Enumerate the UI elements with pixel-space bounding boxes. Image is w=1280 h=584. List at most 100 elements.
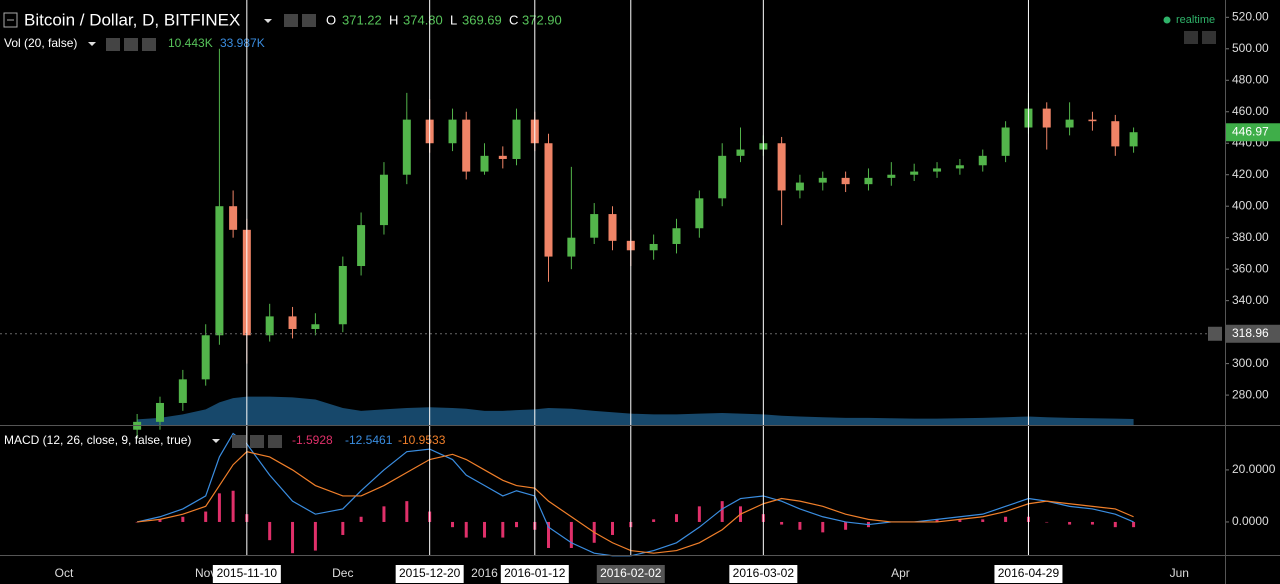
marker-label: 2016-03-02 [733,566,795,580]
histogram-bar [1068,521,1072,525]
macd-title: MACD (12, 26, close, 9, false, true) [4,433,191,447]
candle-body [379,174,388,226]
histogram-bar [483,521,487,538]
symbol-title: Bitcoin / Dollar, D, BITFINEX [24,10,240,29]
candle-body [955,165,964,169]
histogram-bar [451,521,455,528]
marker-label-bg [596,565,665,583]
candle-body [818,177,827,183]
volume-ma-value: 33.987K [220,36,265,50]
macd-icon [268,435,282,448]
histogram-bar [405,501,409,522]
realtime-dot [1163,16,1171,24]
candle-body [978,155,987,166]
candle-body [338,266,347,325]
histogram-bar [844,521,848,530]
histogram-bar [1045,521,1049,523]
candle-body [544,143,553,257]
ohlc-value: 371.22 [342,12,382,27]
histogram-bar [697,506,701,522]
candle-body [265,316,274,336]
candle-body [841,177,850,185]
marker-label-bg [395,565,464,583]
volume-title: Vol (20, false) [4,36,77,50]
histogram-bar [547,521,551,548]
histogram-bar [720,501,724,522]
marker-label: 2016-02-02 [600,566,662,580]
histogram-bar [652,519,656,522]
histogram-bar [181,516,185,522]
candle-body [736,149,745,156]
close-icon[interactable] [142,38,156,51]
candle-body [910,171,919,175]
symbol-menu[interactable] [264,19,272,23]
ohlc-value: 372.90 [522,12,562,27]
ohlc-label: H [389,12,398,27]
macd-menu[interactable] [212,439,220,443]
histogram-bar [501,521,505,538]
collapse-icon[interactable] [3,12,18,28]
crosshair-label: 318.96 [1232,326,1269,340]
candle-body [311,324,320,329]
realtime-label: realtime [1176,14,1215,26]
candle-body [933,168,942,172]
volume-value: 10.443K [168,36,213,50]
x-tick-label: Nov [195,566,216,580]
histogram-bar [204,511,208,522]
macd-icon [232,435,246,448]
histogram-bar [674,514,678,522]
scroll-icon[interactable] [1202,31,1216,44]
macd-line [137,451,1134,554]
y-tick-label: 420.00 [1232,167,1269,181]
y-tick-label: 340.00 [1232,293,1269,307]
marker-label: 2016-01-12 [504,566,566,580]
crosshair-label-bg [1226,324,1280,343]
histogram-bar [780,521,784,525]
histogram-bar [231,490,235,522]
candle-body [608,214,617,241]
y-tick-label: 280.00 [1232,387,1269,401]
candle-body [590,214,599,238]
y-tick-label: 380.00 [1232,230,1269,244]
histogram-bar [135,521,139,523]
candle-body [480,155,489,172]
last-price-label: 446.97 [1232,124,1269,138]
candle-body [672,228,681,244]
histogram-bar [611,521,614,535]
y-tick-label: 0.0000 [1232,514,1269,528]
volume-menu[interactable] [88,42,96,46]
candle-body [215,206,224,336]
ohlc-label: O [326,12,336,27]
candle-body [649,243,658,251]
marker-label-bg [729,565,798,583]
scroll-icon[interactable] [1184,31,1198,44]
settings-icon[interactable] [124,38,138,51]
candle-body [1042,108,1051,128]
last-price-bg [1226,123,1280,142]
marker-label-bg [994,565,1063,583]
candle-body [777,143,786,191]
candle-body [178,379,187,403]
ohlc-value: 374.80 [403,12,443,27]
y-tick-label: 480.00 [1232,72,1269,86]
ohlc-label: C [509,12,518,27]
macd-readout: -10.9533 [398,433,446,447]
x-tick-label: Jun [1170,566,1189,580]
histogram-bar [935,519,939,522]
y-tick-label: 20.0000 [1232,462,1276,476]
ohlc-label: L [450,12,457,27]
histogram-bar [268,521,272,541]
candle-body [512,119,521,159]
candle-body [448,119,457,144]
macd-readout: -1.5928 [292,433,333,447]
settings-icon[interactable] [302,14,316,27]
histogram-bar [821,521,825,533]
candle-body [1111,121,1120,147]
y-tick-label: 520.00 [1232,9,1269,23]
eye-icon[interactable] [106,38,120,51]
histogram-bar [313,521,317,551]
candle-body [864,177,873,185]
candle-body [229,206,238,230]
eye-icon[interactable] [284,14,298,27]
marker-label: 2016-04-29 [998,566,1060,580]
